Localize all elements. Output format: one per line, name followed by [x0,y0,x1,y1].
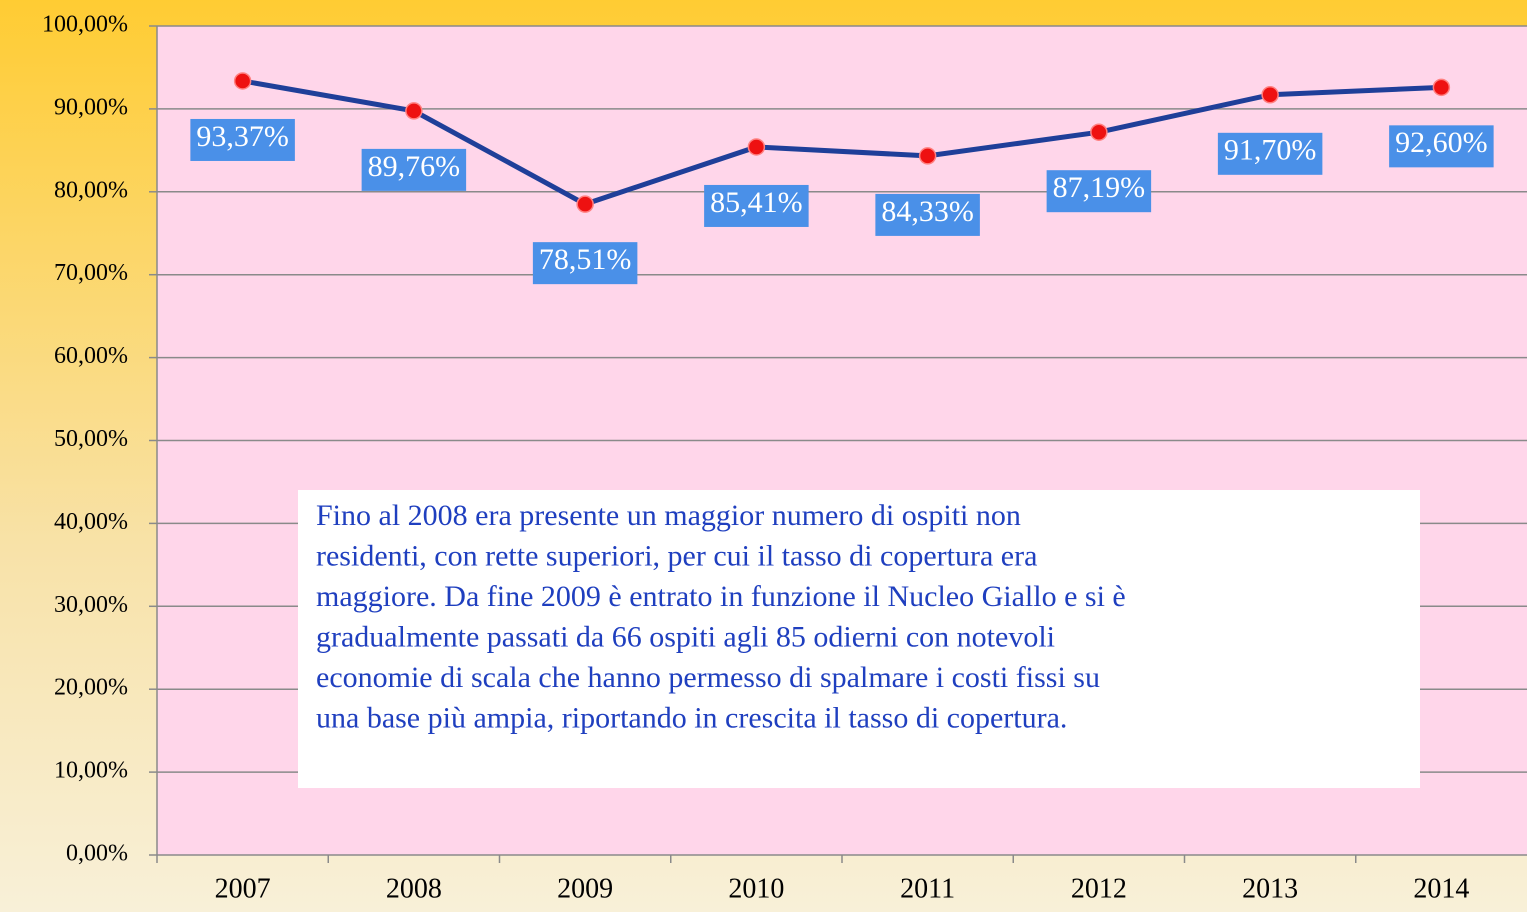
value-label: 91,70% [1224,134,1317,167]
marker [405,102,423,120]
value-label-box [1046,170,1152,213]
marker [1432,78,1451,97]
x-tick-label: 2007 [215,873,271,904]
y-tick-label: 70,00% [54,260,128,286]
y-tick-label: 50,00% [54,426,128,452]
annotation-line: residenti, con rette superiori, per cui … [316,539,1037,572]
x-tick-label: 2012 [1071,873,1127,904]
value-label-box [532,242,638,285]
value-label: 93,37% [196,120,289,153]
y-tick-label: 60,00% [54,343,128,369]
annotation-line: Fino al 2008 era presente un maggior num… [316,499,1021,532]
line [242,78,1442,207]
value-label-box [875,193,980,236]
value-label: 85,41% [710,186,803,219]
annotation-line: maggiore. Da fine 2009 è entrato in funz… [316,580,1126,613]
value-label-box [704,184,809,227]
value-label: 89,76% [368,150,461,183]
y-tick-label: 90,00% [54,94,128,120]
annotation-line: gradualmente passati da 66 ospiti agli 8… [316,620,1055,653]
annotation-line: una base più ampia, riportando in cresci… [316,701,1067,734]
value-label-box [1217,132,1323,175]
value-label-box [1389,125,1494,168]
y-tick-label: 10,00% [54,758,128,784]
value-label: 92,60% [1395,126,1488,159]
marker [918,147,937,165]
y-tick-label: 0,00% [66,841,128,867]
y-tick-label: 40,00% [54,509,128,535]
value-label: 78,51% [539,243,632,276]
x-tick-label: 2010 [728,873,784,904]
marker [1261,86,1279,104]
annotation-box [298,490,1420,788]
marker [1090,123,1108,141]
value-label-box [361,148,467,191]
y-tick-label: 20,00% [54,675,128,701]
x-tick-label: 2013 [1242,873,1298,904]
marker [233,72,252,90]
x-tick-label: 2011 [900,873,955,904]
marker [747,138,766,156]
y-tick-label: 100,00% [42,12,128,38]
marker [576,195,594,213]
value-label: 84,33% [881,195,974,228]
x-tick-label: 2008 [386,873,442,904]
x-tick-label: 2009 [557,873,613,904]
annotation-line: economie di scala che hanno permesso di … [316,661,1100,694]
value-label: 87,19% [1053,171,1146,204]
x-tick-label: 2014 [1413,873,1469,904]
value-label-box [190,118,295,161]
y-tick-label: 80,00% [54,177,128,203]
y-tick-label: 30,00% [54,592,128,618]
